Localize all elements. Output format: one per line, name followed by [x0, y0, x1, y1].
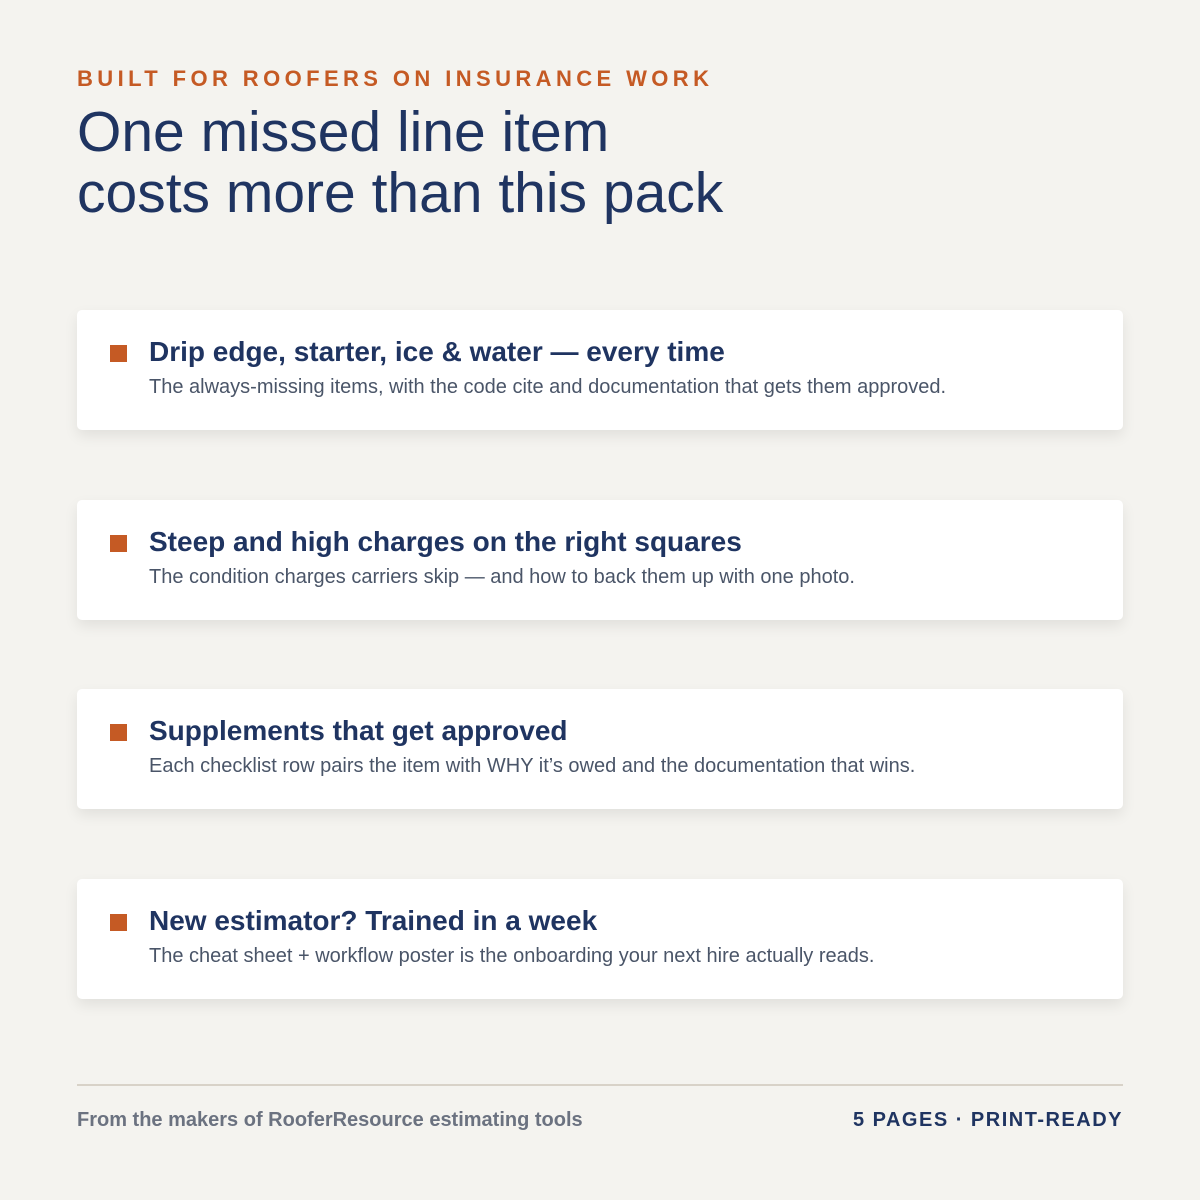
- divider: [77, 1084, 1123, 1086]
- card-description: The always-missing items, with the code …: [149, 376, 947, 398]
- card-title: Drip edge, starter, ice & water — every …: [149, 336, 725, 367]
- card-title: Supplements that get approved: [149, 715, 568, 746]
- eyebrow: BUILT FOR ROOFERS ON INSURANCE WORK: [77, 66, 714, 91]
- card: Drip edge, starter, ice & water — every …: [77, 310, 1123, 430]
- footer-meta: 5 PAGES · PRINT-READY: [852, 1109, 1123, 1131]
- card-title: Steep and high charges on the right squa…: [149, 526, 742, 557]
- card: New estimator? Trained in a week The che…: [77, 879, 1123, 999]
- card-description: The condition charges carriers skip — an…: [149, 566, 855, 588]
- bullet: [110, 914, 127, 931]
- title-line: One missed line item: [77, 100, 610, 164]
- card-title: New estimator? Trained in a week: [149, 905, 598, 936]
- card-description: The cheat sheet + workflow poster is the…: [149, 945, 875, 967]
- bullet: [110, 724, 127, 741]
- card-description: Each checklist row pairs the item with W…: [149, 755, 916, 777]
- bullet: [110, 535, 127, 552]
- footer-credit: From the makers of RooferResource estima…: [77, 1109, 583, 1131]
- bullet: [110, 345, 127, 362]
- title-line: costs more than this pack: [77, 161, 724, 225]
- card: Steep and high charges on the right squa…: [77, 500, 1123, 620]
- card: Supplements that get approved Each check…: [77, 689, 1123, 809]
